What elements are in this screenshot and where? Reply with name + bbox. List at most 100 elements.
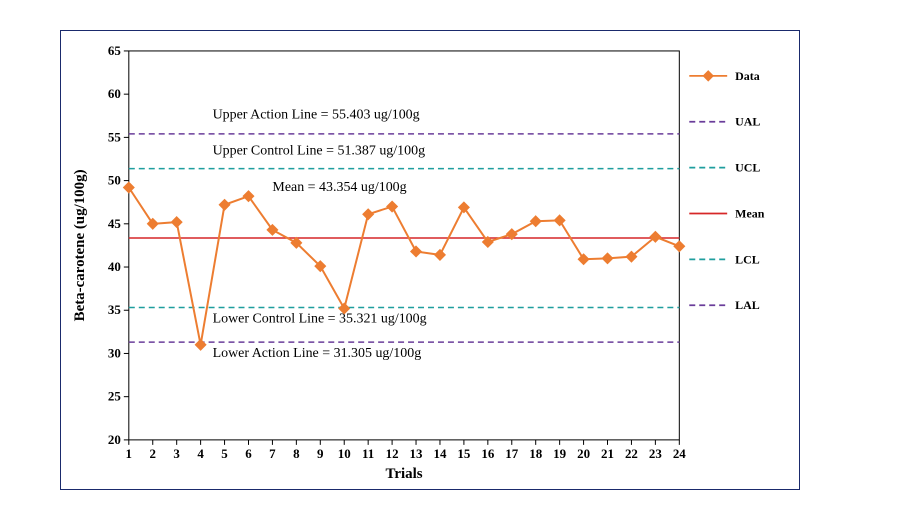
svg-text:50: 50 (108, 173, 121, 188)
svg-text:12: 12 (386, 446, 399, 461)
svg-text:45: 45 (108, 216, 121, 231)
x-tick: 6 (245, 440, 252, 461)
svg-text:19: 19 (553, 446, 566, 461)
x-tick: 10 (338, 440, 351, 461)
svg-text:55: 55 (108, 129, 121, 144)
annotation-lal: Lower Action Line = 31.305 ug/100g (213, 346, 422, 361)
data-marker (172, 217, 182, 227)
legend-label: UAL (735, 115, 760, 129)
data-marker (387, 202, 397, 212)
x-axis-label: Trials (386, 466, 423, 482)
svg-text:24: 24 (673, 446, 686, 461)
legend-item: Data (689, 69, 759, 83)
x-tick: 20 (577, 440, 590, 461)
x-tick: 9 (317, 440, 324, 461)
x-tick: 3 (173, 440, 180, 461)
svg-text:23: 23 (649, 446, 662, 461)
x-tick: 8 (293, 440, 300, 461)
y-tick: 20 (108, 432, 129, 447)
svg-text:21: 21 (601, 446, 614, 461)
x-tick: 11 (362, 440, 374, 461)
svg-text:16: 16 (481, 446, 494, 461)
y-tick: 35 (108, 302, 129, 317)
x-tick: 1 (126, 440, 132, 461)
data-marker (220, 200, 230, 210)
svg-text:15: 15 (457, 446, 470, 461)
x-tick: 21 (601, 440, 614, 461)
y-tick: 40 (108, 259, 129, 274)
svg-text:9: 9 (317, 446, 324, 461)
data-marker (531, 216, 541, 226)
svg-text:2: 2 (150, 446, 156, 461)
x-tick: 4 (197, 440, 204, 461)
x-tick: 15 (457, 440, 470, 461)
y-tick: 30 (108, 345, 129, 360)
data-marker (363, 209, 373, 219)
svg-text:8: 8 (293, 446, 300, 461)
y-tick: 45 (108, 216, 129, 231)
legend-item: UCL (689, 161, 760, 175)
y-tick: 55 (108, 129, 129, 144)
x-tick: 23 (649, 440, 662, 461)
legend-label: UCL (735, 161, 760, 175)
legend-item: UAL (689, 115, 760, 129)
y-tick: 25 (108, 389, 129, 404)
svg-text:5: 5 (221, 446, 227, 461)
svg-text:3: 3 (173, 446, 180, 461)
x-tick: 13 (410, 440, 423, 461)
svg-text:1: 1 (126, 446, 132, 461)
svg-text:10: 10 (338, 446, 351, 461)
legend: Data UAL UCL Mean LCL LAL (689, 69, 764, 312)
data-marker (555, 215, 565, 225)
svg-text:40: 40 (108, 259, 121, 274)
y-tick: 60 (108, 86, 129, 101)
legend-item: LCL (689, 252, 759, 266)
svg-text:22: 22 (625, 446, 638, 461)
x-tick: 18 (529, 440, 542, 461)
x-tick: 12 (386, 440, 399, 461)
data-marker (579, 254, 589, 264)
svg-text:20: 20 (108, 432, 121, 447)
x-tick: 19 (553, 440, 566, 461)
annotation-ual: Upper Action Line = 55.403 ug/100g (213, 107, 420, 122)
x-tick: 7 (269, 440, 276, 461)
svg-text:4: 4 (197, 446, 204, 461)
x-tick: 2 (150, 440, 156, 461)
legend-item: LAL (689, 298, 759, 312)
x-tick: 5 (221, 440, 227, 461)
svg-text:20: 20 (577, 446, 590, 461)
svg-text:18: 18 (529, 446, 542, 461)
svg-text:17: 17 (505, 446, 518, 461)
data-marker (196, 340, 206, 350)
legend-label: Data (735, 69, 760, 83)
svg-text:6: 6 (245, 446, 252, 461)
svg-text:13: 13 (410, 446, 423, 461)
svg-text:30: 30 (108, 345, 121, 360)
y-tick: 65 (108, 43, 129, 58)
svg-text:35: 35 (108, 302, 121, 317)
data-marker (603, 253, 613, 263)
legend-label: Mean (735, 206, 765, 220)
svg-text:65: 65 (108, 43, 121, 58)
svg-text:25: 25 (108, 389, 121, 404)
x-tick: 14 (433, 440, 446, 461)
data-marker (411, 246, 421, 256)
svg-text:7: 7 (269, 446, 276, 461)
chart-frame: 2025303540455055606512345678910111213141… (60, 30, 800, 490)
svg-text:60: 60 (108, 86, 121, 101)
x-tick: 16 (481, 440, 494, 461)
legend-label: LAL (735, 298, 760, 312)
annotation-lcl: Lower Control Line = 35.321 ug/100g (213, 311, 427, 326)
annotation-mean: Mean = 43.354 ug/100g (272, 180, 406, 195)
y-axis-label: Beta-carotene (ug/100g) (72, 169, 88, 321)
x-tick: 24 (673, 440, 686, 461)
legend-label: LCL (735, 252, 760, 266)
x-tick: 17 (505, 440, 518, 461)
svg-text:11: 11 (362, 446, 374, 461)
annotation-ucl: Upper Control Line = 51.387 ug/100g (213, 144, 426, 159)
legend-item: Mean (689, 206, 764, 220)
control-chart: 2025303540455055606512345678910111213141… (61, 31, 799, 490)
svg-text:14: 14 (433, 446, 446, 461)
data-marker (674, 241, 684, 251)
data-marker (435, 250, 445, 260)
